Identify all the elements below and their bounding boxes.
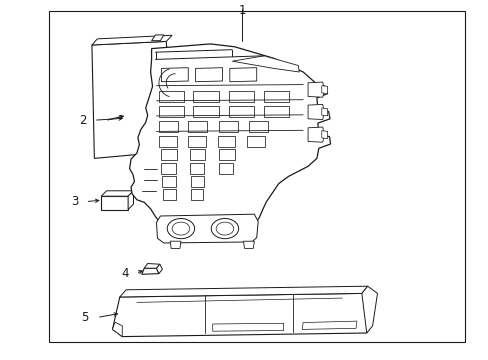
Polygon shape	[189, 163, 204, 174]
Circle shape	[167, 219, 194, 239]
Polygon shape	[144, 264, 160, 268]
Polygon shape	[156, 264, 162, 274]
Polygon shape	[112, 293, 371, 337]
Circle shape	[211, 219, 238, 239]
Polygon shape	[112, 322, 122, 337]
Text: 5: 5	[81, 311, 89, 324]
Text: 2: 2	[79, 114, 86, 127]
Polygon shape	[129, 44, 330, 238]
Polygon shape	[307, 127, 324, 142]
Polygon shape	[188, 136, 205, 147]
Polygon shape	[163, 189, 176, 200]
Text: 3: 3	[71, 195, 78, 208]
Polygon shape	[92, 41, 173, 158]
Polygon shape	[190, 189, 203, 200]
Polygon shape	[193, 106, 218, 117]
Polygon shape	[361, 286, 377, 333]
Polygon shape	[159, 91, 184, 102]
Text: 4: 4	[121, 267, 128, 280]
Polygon shape	[246, 136, 264, 147]
Polygon shape	[218, 163, 233, 174]
Polygon shape	[212, 323, 283, 331]
Polygon shape	[159, 121, 177, 132]
Polygon shape	[229, 68, 256, 82]
Polygon shape	[264, 91, 289, 102]
Polygon shape	[232, 56, 299, 72]
Bar	[49, 11, 464, 342]
Polygon shape	[264, 106, 289, 117]
Polygon shape	[161, 149, 177, 160]
Circle shape	[216, 222, 233, 235]
Polygon shape	[228, 91, 254, 102]
Polygon shape	[151, 35, 163, 41]
Polygon shape	[249, 121, 267, 132]
Polygon shape	[128, 191, 133, 210]
Polygon shape	[190, 176, 204, 187]
Polygon shape	[228, 106, 254, 117]
Polygon shape	[321, 86, 327, 94]
Text: 1: 1	[238, 4, 245, 17]
Polygon shape	[156, 214, 258, 243]
Polygon shape	[161, 163, 176, 174]
Polygon shape	[307, 104, 324, 120]
Polygon shape	[188, 121, 206, 132]
Polygon shape	[159, 106, 184, 117]
Polygon shape	[120, 286, 367, 297]
Polygon shape	[101, 196, 128, 210]
Polygon shape	[142, 268, 159, 274]
Circle shape	[172, 222, 189, 235]
Polygon shape	[159, 136, 176, 147]
Polygon shape	[189, 149, 205, 160]
Polygon shape	[193, 91, 218, 102]
Polygon shape	[195, 68, 222, 82]
Polygon shape	[321, 108, 327, 116]
Polygon shape	[92, 35, 172, 45]
Polygon shape	[243, 241, 254, 248]
Polygon shape	[161, 68, 188, 82]
Polygon shape	[219, 121, 237, 132]
Polygon shape	[217, 136, 235, 147]
Polygon shape	[162, 176, 176, 187]
Polygon shape	[219, 149, 234, 160]
Polygon shape	[170, 241, 181, 248]
Polygon shape	[321, 131, 327, 139]
Polygon shape	[307, 82, 324, 97]
Polygon shape	[302, 321, 356, 329]
Polygon shape	[101, 191, 133, 196]
